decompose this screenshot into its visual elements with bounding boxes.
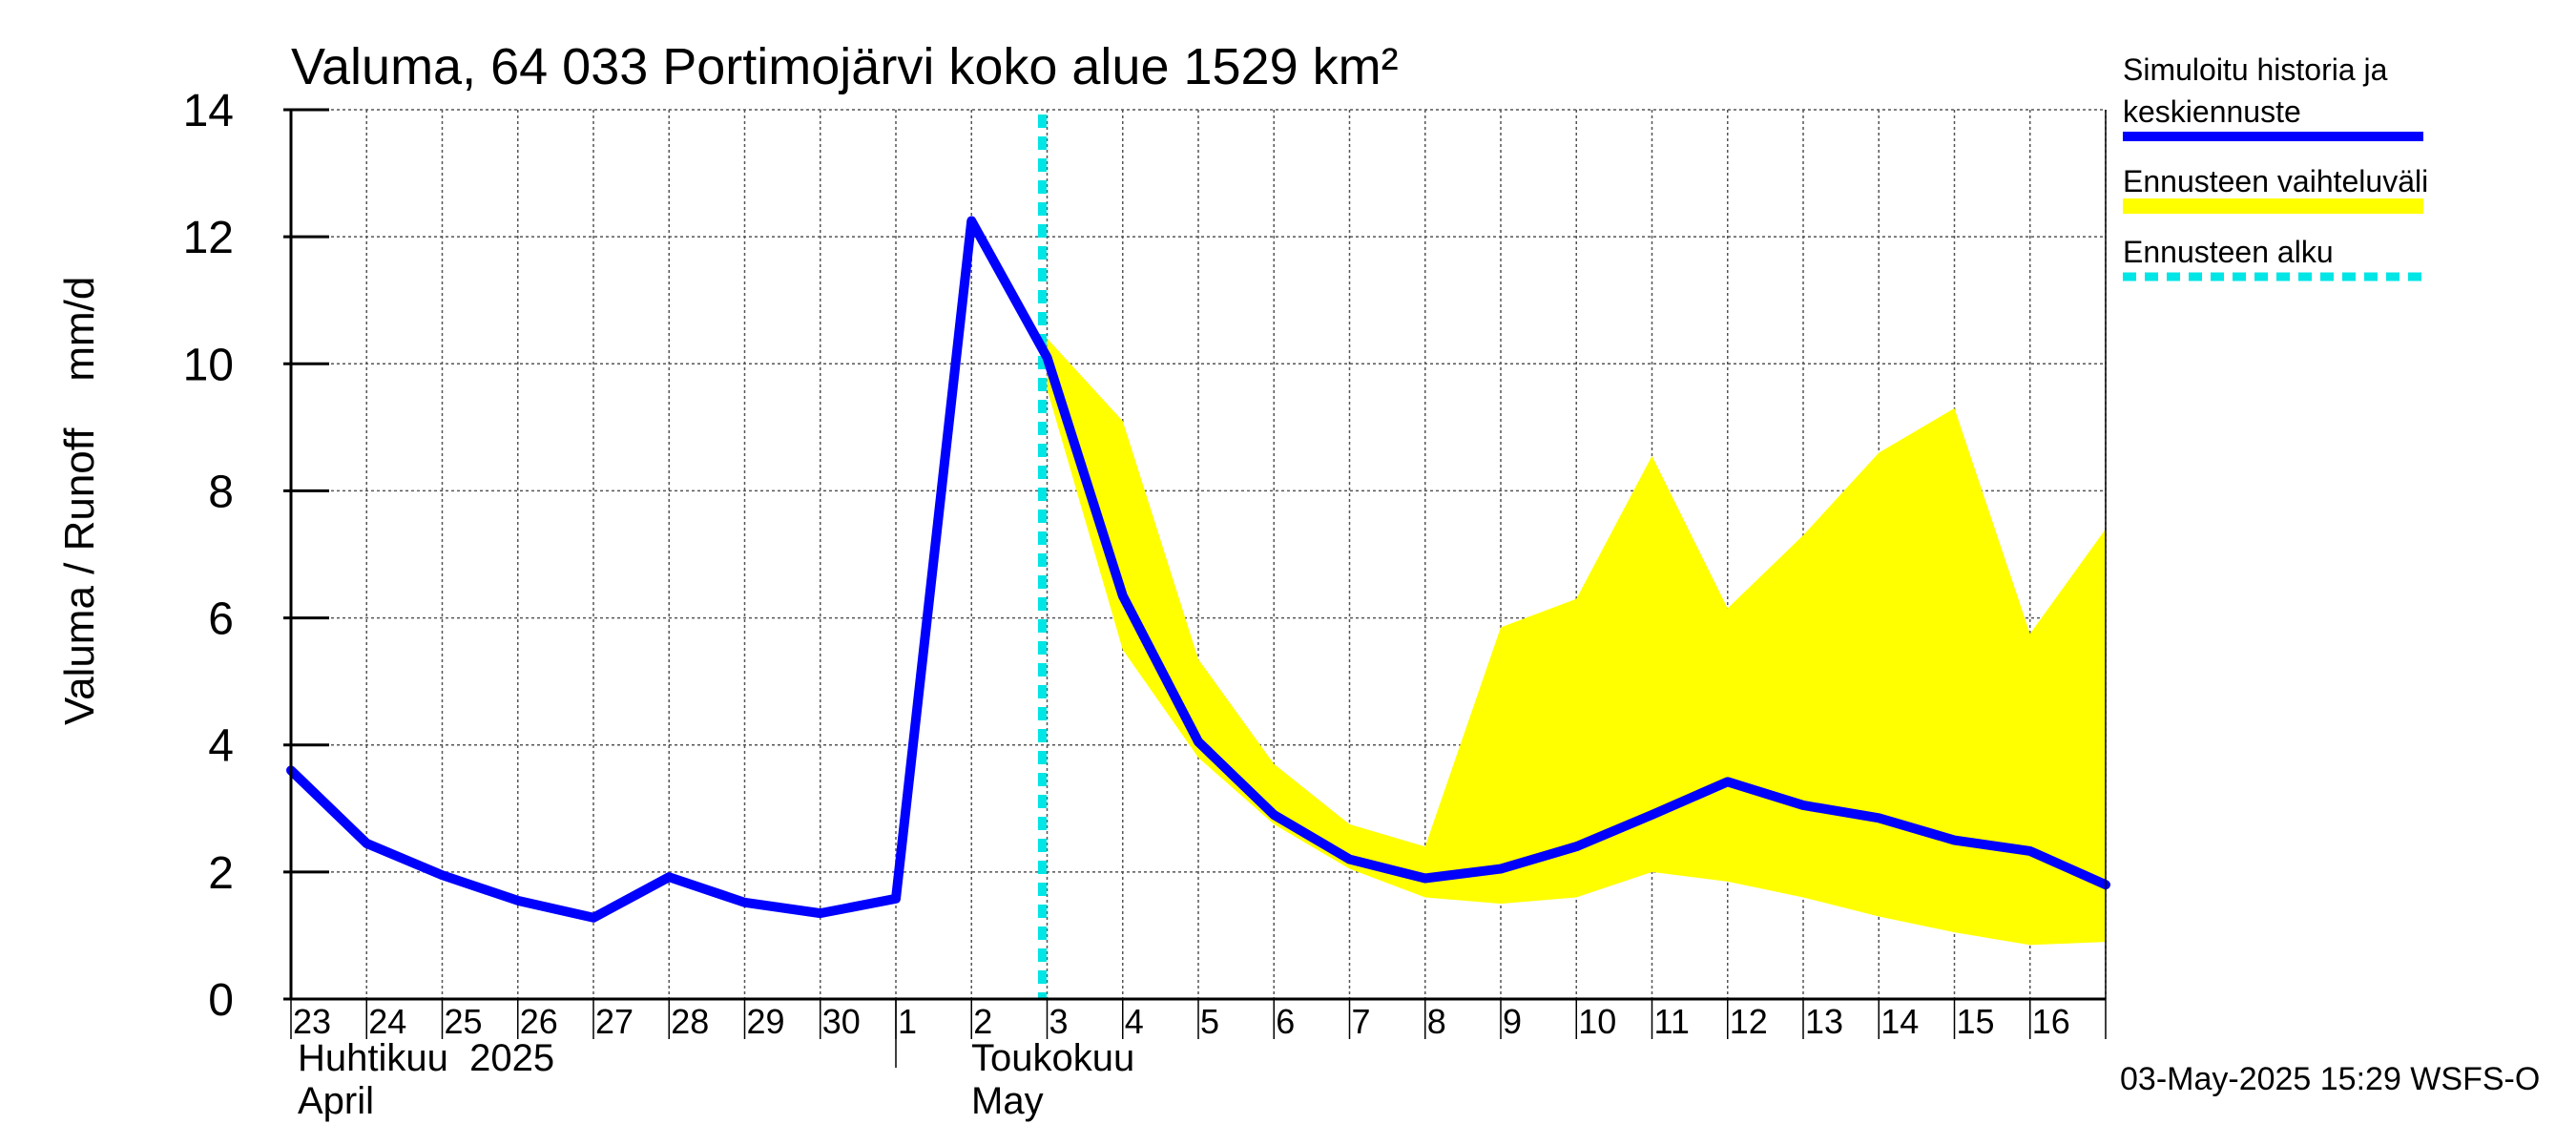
data-point [438,871,447,880]
x-tick-label: 15 [1957,1002,1995,1041]
chart-title: Valuma, 64 033 Portimojärvi koko alue 15… [291,38,1399,95]
axes [283,108,2107,1068]
data-point [740,898,749,906]
month-label-april-fi: Huhtikuu 2025 [298,1037,554,1079]
data-point [1875,814,1883,822]
legend: Simuloitu historia ja keskiennuste Ennus… [2123,52,2428,281]
data-point [513,896,522,905]
data-point [2025,846,2034,855]
x-tick-label: 16 [2032,1002,2070,1041]
x-tick-label: 14 [1880,1002,1919,1041]
data-point [1345,855,1354,864]
x-tick-label: 6 [1276,1002,1295,1041]
data-point [590,913,597,922]
month-label-may-en: May [971,1080,1044,1122]
x-tick-label: 24 [368,1002,406,1041]
y-tick-label: 6 [208,594,234,645]
month-label-april-en: April [298,1080,374,1122]
y-axis-label: Valuma / Runoff mm/d [56,277,103,725]
x-tick-label: 13 [1805,1002,1843,1041]
data-point [1270,810,1278,819]
x-tick-label: 1 [898,1002,917,1041]
legend-label-range: Ennusteen vaihteluväli [2123,164,2428,198]
y-tick-label: 14 [183,86,234,136]
data-point [1648,810,1656,819]
x-tick-label: 29 [747,1002,785,1041]
y-tick-label: 10 [183,340,234,390]
forecast-range-area [1047,338,2106,946]
x-tick-label: 11 [1654,1002,1690,1041]
y-tick-label: 0 [208,975,234,1026]
legend-label-simulated: Simuloitu historia ja [2123,52,2388,87]
footer-timestamp: 03-May-2025 15:29 WSFS-O [2120,1061,2540,1097]
data-point [1043,353,1051,362]
data-point [1799,801,1807,809]
series-layer [286,216,2110,923]
data-point [1421,874,1429,883]
x-tick-label: 12 [1730,1002,1768,1041]
x-tick-label: 5 [1200,1002,1219,1041]
month-label-may-fi: Toukokuu [971,1037,1134,1079]
y-tick-label: 2 [208,848,234,899]
x-tick-label: 9 [1503,1002,1522,1041]
x-tick-label: 26 [520,1002,558,1041]
x-tick-label: 7 [1352,1002,1371,1041]
y-tick-label: 4 [208,721,234,772]
data-point [665,873,674,882]
data-point [1118,592,1127,600]
forecast-range-band [1047,338,2106,946]
x-tick-label: 10 [1578,1002,1616,1041]
x-tick-label: 30 [822,1002,861,1041]
data-point [892,894,900,903]
data-point [816,909,824,918]
x-tick-label: 3 [1049,1002,1069,1041]
y-tick-label: 8 [208,467,234,517]
x-tick-label: 2 [973,1002,992,1041]
x-tick-label: 25 [445,1002,483,1041]
data-point [1572,843,1581,851]
x-tick-label: 4 [1125,1002,1144,1041]
data-point [1195,738,1202,746]
x-tick-label: 27 [595,1002,634,1041]
x-tick-label: 28 [671,1002,709,1041]
data-point [967,217,976,225]
data-point [1723,778,1732,786]
data-point [1950,836,1959,844]
y-tick-labels: 0 2 4 6 8 10 12 14 [183,86,234,1026]
data-point [1497,864,1505,873]
x-tick-labels: 23 24 25 26 27 28 29 30 1 2 3 4 5 6 7 8 9 10 11 12 13 14 15 16 [293,1002,2070,1041]
x-tick-label: 23 [293,1002,331,1041]
legend-label-simulated-2: keskiennuste [2123,94,2301,129]
legend-label-forecast-start: Ennusteen alku [2123,235,2334,269]
y-tick-label: 12 [183,213,234,263]
data-point [363,839,371,847]
x-tick-label: 8 [1427,1002,1446,1041]
